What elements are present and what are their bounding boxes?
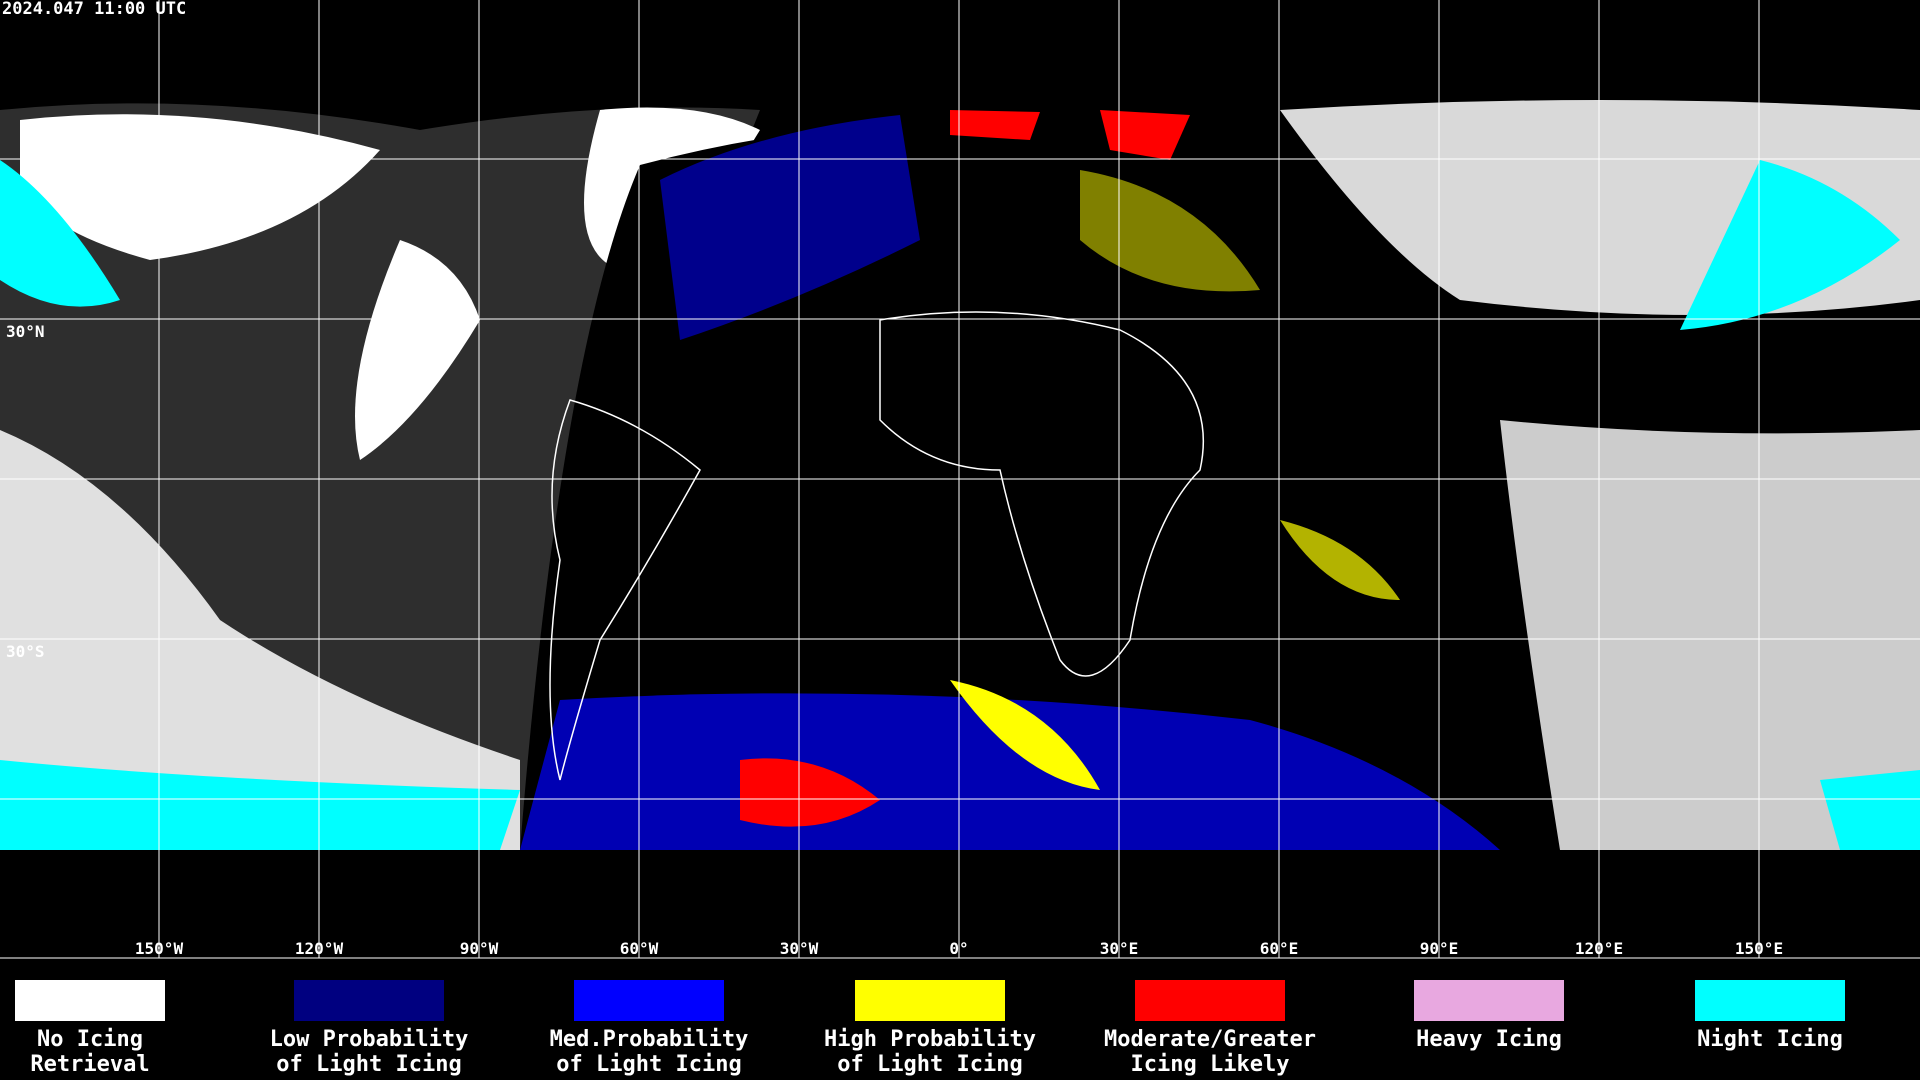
lon-label: 60°E: [1260, 939, 1299, 958]
lon-label: 120°E: [1575, 939, 1623, 958]
cloud-band: [1500, 420, 1920, 850]
lat-label: 30°N: [6, 322, 45, 341]
night-icing-area: [0, 760, 520, 850]
legend-label: No Icing: [37, 1027, 143, 1052]
legend-label: of Light Icing: [837, 1052, 1022, 1077]
legend-swatch: [1414, 980, 1564, 1021]
legend-label: Icing Likely: [1131, 1052, 1290, 1077]
cloud-band: [355, 240, 480, 460]
legend-label: Moderate/Greater: [1104, 1027, 1316, 1052]
legend-label: Med.Probability: [550, 1027, 749, 1052]
lon-label: 30°W: [780, 939, 819, 958]
coastline: [879, 311, 1205, 677]
coastline: [549, 399, 701, 781]
lon-label: 150°E: [1735, 939, 1783, 958]
legend-label: of Light Icing: [276, 1052, 461, 1077]
icing-area: [740, 758, 880, 827]
icing-area: [1100, 110, 1190, 160]
icing-area: [660, 115, 920, 340]
legend-label: Night Icing: [1697, 1027, 1843, 1052]
legend-swatch: [1135, 980, 1285, 1021]
legend-swatch: [574, 980, 724, 1021]
legend-label: of Light Icing: [556, 1052, 741, 1077]
lon-label: 90°W: [460, 939, 499, 958]
legend-swatch: [855, 980, 1005, 1021]
icing-area: [950, 110, 1040, 140]
graticule: [0, 0, 1920, 959]
night-icing-area: [0, 160, 120, 307]
icing-area: [1080, 170, 1260, 292]
timestamp: 2024.047 11:00 UTC: [2, 0, 186, 19]
legend-label: Heavy Icing: [1416, 1027, 1562, 1052]
map: [0, 100, 1920, 851]
cloud-band: [20, 114, 380, 261]
lon-label: 30°E: [1100, 939, 1139, 958]
icing-area: [950, 680, 1100, 790]
night-icing-area: [1820, 770, 1920, 850]
legend-swatch: [294, 980, 444, 1021]
lon-label: 90°E: [1420, 939, 1459, 958]
lon-label: 150°W: [135, 939, 184, 958]
lat-label: 30°S: [6, 642, 45, 661]
icing-area: [1280, 520, 1400, 600]
graticule-labels: 150°W 120°W 90°W 60°W 30°W 0° 30°E 60°E 90°E 120°…: [6, 322, 1783, 958]
lon-label: 60°W: [620, 939, 659, 958]
lon-label: 0°: [949, 939, 968, 958]
legend-label: Low Probability: [270, 1027, 469, 1052]
legend-swatch: [15, 980, 165, 1021]
lon-label: 120°W: [295, 939, 344, 958]
legend-swatch: [1695, 980, 1845, 1021]
cloud-band: [0, 430, 520, 850]
night-icing-area: [1680, 160, 1900, 330]
legend-label: High Probability: [824, 1027, 1036, 1052]
legend-label: Retrieval: [30, 1052, 149, 1077]
